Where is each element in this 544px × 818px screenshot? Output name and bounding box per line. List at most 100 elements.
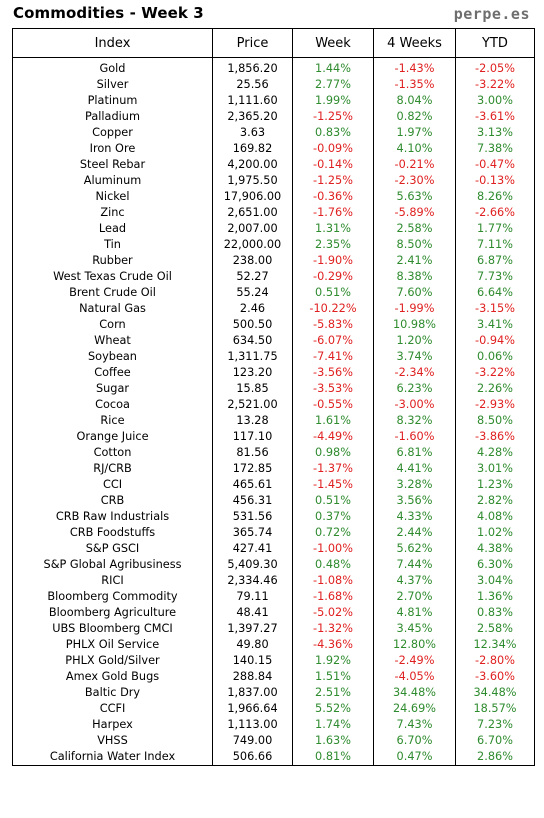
table-row: Bloomberg Agriculture 48.41 -5.02% 4.81% 0.8… <box>12 605 535 621</box>
index-cell: Rubber <box>12 253 213 269</box>
price-cell: 52.27 <box>212 269 293 285</box>
four-weeks-change-cell: 12.80% <box>373 637 456 653</box>
price-cell: 1,856.20 <box>212 57 293 77</box>
week-change-cell: 0.81% <box>292 749 374 766</box>
ytd-change-cell: -0.47% <box>475 158 515 171</box>
week-change-cell: -3.56% <box>292 365 374 381</box>
table-body: Gold 1,856.20 1.44% -1.43% -2.05% Silver 25.56… <box>12 57 535 766</box>
four-weeks-change-cell: 3.56% <box>373 493 456 509</box>
ytd-change-cell: 4.38% <box>477 542 513 555</box>
ytd-change-cell: 3.13% <box>477 126 513 139</box>
week-change-cell: -6.07% <box>292 333 374 349</box>
ytd-change-cell: 8.50% <box>477 414 513 427</box>
index-cell: Sugar <box>12 381 213 397</box>
price-cell: 365.74 <box>212 525 293 541</box>
price-cell: 79.11 <box>212 589 293 605</box>
index-cell: Wheat <box>12 333 213 349</box>
ytd-change-cell: 12.34% <box>473 638 517 651</box>
four-weeks-change-cell: 8.38% <box>373 269 456 285</box>
column-header-ytd: YTD <box>455 28 535 58</box>
ytd-change-cell: 4.28% <box>477 446 513 459</box>
table-row: VHSS 749.00 1.63% 6.70% 6.70% <box>12 733 535 749</box>
table-row: CCFI 1,966.64 5.52% 24.69% 18.57% <box>12 701 535 717</box>
index-cell: Bloomberg Commodity <box>12 589 213 605</box>
price-cell: 506.66 <box>212 749 293 766</box>
price-cell: 2,651.00 <box>212 205 293 221</box>
week-change-cell: 0.83% <box>292 125 374 141</box>
table-row: Platinum 1,111.60 1.99% 8.04% 3.00% <box>12 93 535 109</box>
index-cell: VHSS <box>12 733 213 749</box>
index-cell: West Texas Crude Oil <box>12 269 213 285</box>
ytd-change-cell: -3.15% <box>475 302 515 315</box>
table-row: Tin 22,000.00 2.35% 8.50% 7.11% <box>12 237 535 253</box>
four-weeks-change-cell: 4.33% <box>373 509 456 525</box>
four-weeks-change-cell: -1.43% <box>373 57 456 77</box>
table-row: Orange Juice 117.10 -4.49% -1.60% -3.86% <box>12 429 535 445</box>
week-change-cell: 2.35% <box>292 237 374 253</box>
four-weeks-change-cell: -2.49% <box>373 653 456 669</box>
ytd-change-cell: -0.13% <box>475 174 515 187</box>
commodities-table: Index Price Week 4 Weeks YTD Gold 1,856.2… <box>12 28 535 766</box>
price-cell: 634.50 <box>212 333 293 349</box>
four-weeks-change-cell: 1.20% <box>373 333 456 349</box>
four-weeks-change-cell: 0.47% <box>373 749 456 766</box>
price-cell: 749.00 <box>212 733 293 749</box>
table-row: RJ/CRB 172.85 -1.37% 4.41% 3.01% <box>12 461 535 477</box>
ytd-change-cell: -2.66% <box>475 206 515 219</box>
index-cell: Natural Gas <box>12 301 213 317</box>
week-change-cell: 1.74% <box>292 717 374 733</box>
week-change-cell: 1.31% <box>292 221 374 237</box>
price-cell: 55.24 <box>212 285 293 301</box>
table-row: Baltic Dry 1,837.00 2.51% 34.48% 34.48% <box>12 685 535 701</box>
table-row: Rice 13.28 1.61% 8.32% 8.50% <box>12 413 535 429</box>
week-change-cell: 1.51% <box>292 669 374 685</box>
index-cell: California Water Index <box>12 749 213 766</box>
table-row: Amex Gold Bugs 288.84 1.51% -4.05% -3.60% <box>12 669 535 685</box>
table-row: West Texas Crude Oil 52.27 -0.29% 8.38% 7.73… <box>12 269 535 285</box>
table-row: Cocoa 2,521.00 -0.55% -3.00% -2.93% <box>12 397 535 413</box>
four-weeks-change-cell: 5.63% <box>373 189 456 205</box>
index-cell: Aluminum <box>12 173 213 189</box>
ytd-change-cell: 3.00% <box>477 94 513 107</box>
week-change-cell: 0.51% <box>292 285 374 301</box>
table-row: Nickel 17,906.00 -0.36% 5.63% 8.26% <box>12 189 535 205</box>
week-change-cell: -0.09% <box>292 141 374 157</box>
ytd-change-cell: -3.22% <box>475 78 515 91</box>
price-cell: 456.31 <box>212 493 293 509</box>
table-row: Gold 1,856.20 1.44% -1.43% -2.05% <box>12 57 535 77</box>
table-row: Iron Ore 169.82 -0.09% 4.10% 7.38% <box>12 141 535 157</box>
table-row: Coffee 123.20 -3.56% -2.34% -3.22% <box>12 365 535 381</box>
week-change-cell: -0.55% <box>292 397 374 413</box>
table-row: Natural Gas 2.46 -10.22% -1.99% -3.15% <box>12 301 535 317</box>
ytd-change-cell: 3.41% <box>477 318 513 331</box>
week-change-cell: -5.02% <box>292 605 374 621</box>
four-weeks-change-cell: 3.28% <box>373 477 456 493</box>
ytd-change-cell: 8.26% <box>477 190 513 203</box>
ytd-change-cell: 3.04% <box>477 574 513 587</box>
index-cell: Brent Crude Oil <box>12 285 213 301</box>
four-weeks-change-cell: -1.35% <box>373 77 456 93</box>
price-cell: 2,521.00 <box>212 397 293 413</box>
week-change-cell: 1.99% <box>292 93 374 109</box>
four-weeks-change-cell: 34.48% <box>373 685 456 701</box>
index-cell: Harpex <box>12 717 213 733</box>
index-cell: CCFI <box>12 701 213 717</box>
week-change-cell: -3.53% <box>292 381 374 397</box>
week-change-cell: -7.41% <box>292 349 374 365</box>
price-cell: 2,334.46 <box>212 573 293 589</box>
ytd-change-cell: 3.01% <box>477 462 513 475</box>
four-weeks-change-cell: 10.98% <box>373 317 456 333</box>
price-cell: 1,113.00 <box>212 717 293 733</box>
table-row: CRB 456.31 0.51% 3.56% 2.82% <box>12 493 535 509</box>
index-cell: Iron Ore <box>12 141 213 157</box>
week-change-cell: -1.25% <box>292 109 374 125</box>
table-row: Bloomberg Commodity 79.11 -1.68% 2.70% 1.36% <box>12 589 535 605</box>
table-row: Lead 2,007.00 1.31% 2.58% 1.77% <box>12 221 535 237</box>
index-cell: Tin <box>12 237 213 253</box>
week-change-cell: 0.72% <box>292 525 374 541</box>
table-row: Zinc 2,651.00 -1.76% -5.89% -2.66% <box>12 205 535 221</box>
four-weeks-change-cell: -2.30% <box>373 173 456 189</box>
price-cell: 140.15 <box>212 653 293 669</box>
table-row: Harpex 1,113.00 1.74% 7.43% 7.23% <box>12 717 535 733</box>
index-cell: Zinc <box>12 205 213 221</box>
